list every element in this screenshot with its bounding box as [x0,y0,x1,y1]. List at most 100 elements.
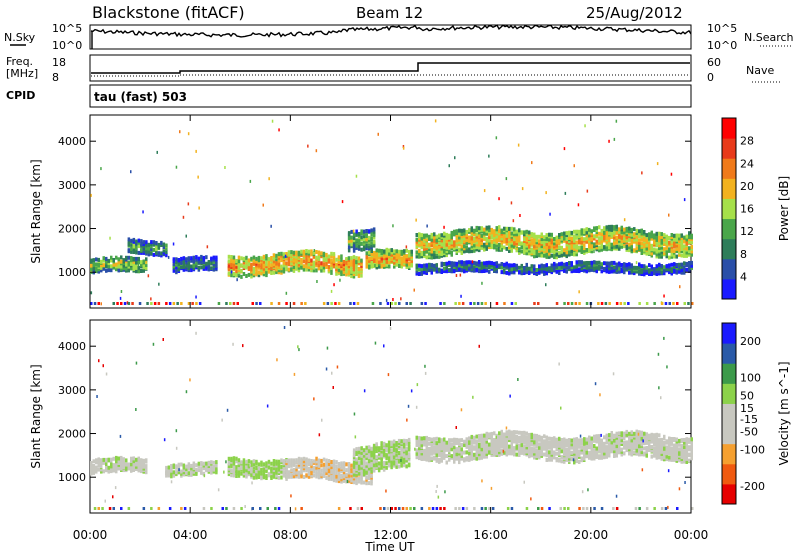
echo-cell [688,252,691,257]
echo-cell [475,268,478,273]
echo-cell [685,460,688,464]
echo-cell [443,446,446,451]
echo-cell [95,269,98,274]
echo-cell [538,445,541,450]
echo-cell [162,245,166,250]
echo-cell [335,267,338,271]
echo-cell [187,261,191,266]
echo-cell [152,242,156,247]
echo-cell [580,244,583,249]
echo-cell [553,436,556,441]
echo-cell [415,263,418,268]
echo-cell [367,481,371,486]
echo-scatter [392,224,394,228]
echo-cell [475,439,478,444]
echo-cell [290,261,293,266]
echo-cell [645,432,648,437]
echo-cell [578,229,581,234]
echo-cell [137,468,140,473]
echo-cell [605,448,608,453]
echo-cell [515,263,518,268]
echo-cell [600,450,603,455]
ground-echo [270,302,273,305]
echo-cell [282,459,286,464]
echo-cell [340,260,343,265]
echo-cell [595,446,598,451]
echo-cell [262,254,266,259]
echo-cell [395,441,398,445]
echo-cell [415,250,418,255]
echo-cell [373,250,376,255]
echo-cell [172,257,176,262]
echo-cell [603,236,606,241]
echo-cell [352,274,356,279]
echo-cell [185,464,188,469]
echo-cell [638,238,641,243]
echo-cell [508,239,511,244]
echo-cell [498,447,501,452]
echo-cell [498,431,501,436]
echo-cell [500,448,503,453]
echo-cell [337,255,341,260]
echo-cell [685,437,688,442]
echo-cell [390,459,393,464]
nave-top-tick: 60 [707,56,721,69]
ground-echo [259,302,262,305]
echo-cell [107,465,110,470]
echo-cell [232,266,236,271]
echo-cell [520,268,523,273]
echo-cell [675,243,678,248]
y-axis-label: Slant Range [km] [29,159,43,263]
echo-cell [430,456,433,461]
echo-cell [480,233,483,238]
echo-cell [463,439,466,444]
echo-scatter [615,494,618,498]
echo-cell [625,429,628,434]
echo-cell [645,453,648,458]
echo-cell [270,466,273,471]
echo-cell [405,454,408,459]
echo-cell [448,448,451,453]
beam-label: Beam 12 [356,4,423,22]
echo-cell [583,445,586,450]
echo-cell [425,435,428,440]
echo-cell [423,240,426,245]
echo-cell [625,244,628,249]
echo-scatter [223,470,225,474]
echo-cell [475,261,478,266]
echo-scatter [495,435,497,439]
echo-cell [320,251,323,256]
echo-cell [635,434,638,439]
echo-cell [307,262,311,267]
echo-cell [232,255,236,260]
echo-cell [660,243,663,247]
echo-scatter [266,404,269,408]
echo-scatter [579,434,582,438]
echo-cell [232,257,236,262]
echo-cell [260,474,263,479]
echo-cell [305,249,308,253]
echo-cell [510,236,513,241]
echo-cell [460,456,463,461]
echo-cell [315,463,318,468]
echo-cell [575,240,578,245]
echo-cell [505,452,508,457]
echo-cell [135,467,138,471]
echo-cell [127,462,130,467]
echo-cell [157,242,161,247]
echo-cell [513,263,516,268]
echo-cell [613,265,616,270]
echo-cell [468,228,471,233]
echo-cell [535,433,538,438]
echo-cell [95,465,98,470]
echo-cell [250,466,253,471]
echo-cell [380,256,383,261]
echo-cell [370,256,373,261]
echo-cell [508,234,511,239]
echo-cell [232,471,236,476]
echo-cell [640,432,643,437]
echo-cell [357,259,361,264]
echo-cell [372,467,376,472]
echo-scatter [490,486,493,490]
echo-cell [247,262,251,267]
